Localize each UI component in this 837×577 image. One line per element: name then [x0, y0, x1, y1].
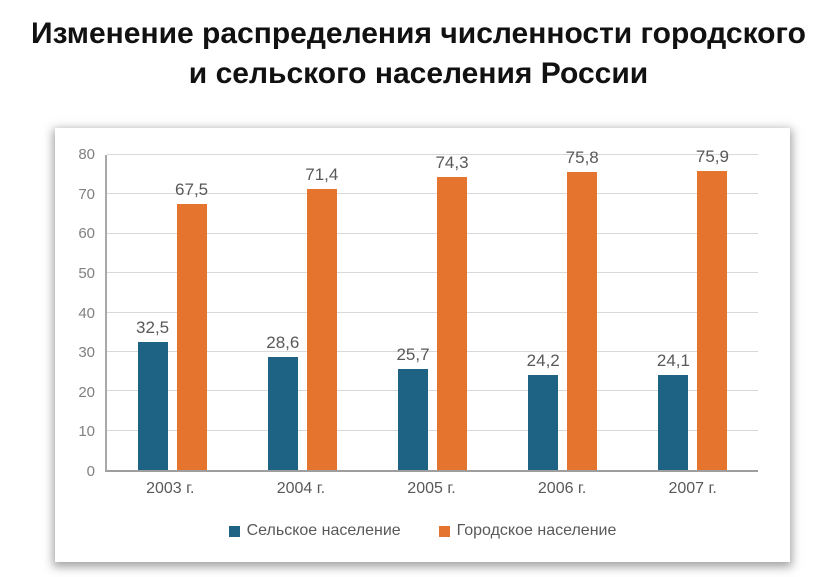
bar-rural: 24,2 [527, 351, 560, 470]
x-axis-category-label: 2003 г. [146, 480, 195, 497]
x-axis: 2003 г. 2004 г. 2005 г. 2006 г. 2007 г. [105, 480, 758, 498]
chart-box: 0 10 20 30 40 50 60 70 80 32,5 67,5 28,6 71,4 25,7 74… [55, 128, 790, 562]
y-axis-tick-label: 0 [86, 463, 95, 480]
legend-item-rural: Сельское население [228, 522, 401, 540]
y-axis-tick-label: 50 [78, 264, 95, 282]
x-axis-category-label: 2007 г. [668, 480, 717, 497]
plot-area: 32,5 67,5 28,6 71,4 25,7 74,3 24,2 75,8 24,1 75,9 [105, 147, 758, 472]
gridline [107, 272, 758, 274]
gridline [107, 193, 758, 195]
bar-group: 24,1 75,9 [628, 147, 758, 470]
gridline [107, 429, 758, 431]
y-axis-tick-label: 60 [78, 225, 95, 243]
gridline [107, 154, 758, 155]
bar-value-label: 74,3 [435, 153, 469, 173]
legend: Сельское население Городское население [55, 522, 790, 540]
y-axis-tick-label: 10 [78, 423, 95, 441]
bar-urban: 74,3 [435, 153, 469, 470]
bar-group: 24,2 75,8 [498, 148, 628, 470]
y-axis-tick-label: 80 [78, 146, 95, 163]
bar-value-label: 75,9 [695, 147, 729, 167]
legend-label-urban: Городское население [456, 522, 617, 539]
bar-value-label: 32,5 [136, 318, 170, 338]
page-title: Изменение распределения численности горо… [31, 17, 806, 90]
bar-rural: 32,5 [136, 318, 169, 470]
gridline [107, 350, 758, 352]
y-axis-tick-label: 70 [78, 185, 95, 203]
gridline [107, 232, 758, 234]
bar-value-label: 25,7 [396, 344, 430, 364]
bar-value-label: 67,5 [175, 180, 209, 200]
bar-rural: 24,1 [657, 351, 690, 470]
bar-urban: 67,5 [175, 180, 208, 470]
bar-value-label: 24,1 [656, 351, 690, 371]
legend-swatch-urban [438, 525, 450, 537]
bar-group: 25,7 74,3 [367, 153, 497, 470]
bar-value-label: 71,4 [305, 164, 339, 184]
bar-value-label: 28,6 [266, 333, 300, 353]
gridline [107, 311, 758, 313]
bar-rural: 28,6 [266, 333, 299, 470]
y-axis-tick-label: 20 [78, 383, 95, 401]
bar-urban: 75,9 [696, 147, 729, 470]
legend-swatch-rural [228, 525, 240, 537]
legend-label-rural: Сельское население [246, 522, 401, 539]
bar-value-label: 24,2 [526, 350, 560, 370]
bar-group: 32,5 67,5 [107, 155, 237, 470]
gridline [107, 390, 758, 392]
y-axis-tick-label: 30 [78, 344, 95, 362]
bar-value-label: 75,8 [565, 147, 599, 167]
bar-urban: 75,8 [566, 148, 599, 470]
x-axis-category-label: 2004 г. [276, 480, 326, 497]
bar-rural: 25,7 [396, 345, 430, 470]
legend-item-urban: Городское население [438, 522, 617, 540]
bar-group: 28,6 71,4 [237, 155, 367, 470]
bar-urban: 71,4 [305, 165, 338, 470]
y-axis: 0 10 20 30 40 50 60 70 80 [55, 146, 95, 480]
x-axis-category-label: 2005 г. [407, 480, 456, 497]
bar-groups: 32,5 67,5 28,6 71,4 25,7 74,3 24,2 75,8 24,1 75,9 [107, 147, 758, 470]
y-axis-tick-label: 40 [78, 304, 95, 322]
x-axis-category-label: 2006 г. [537, 480, 587, 497]
